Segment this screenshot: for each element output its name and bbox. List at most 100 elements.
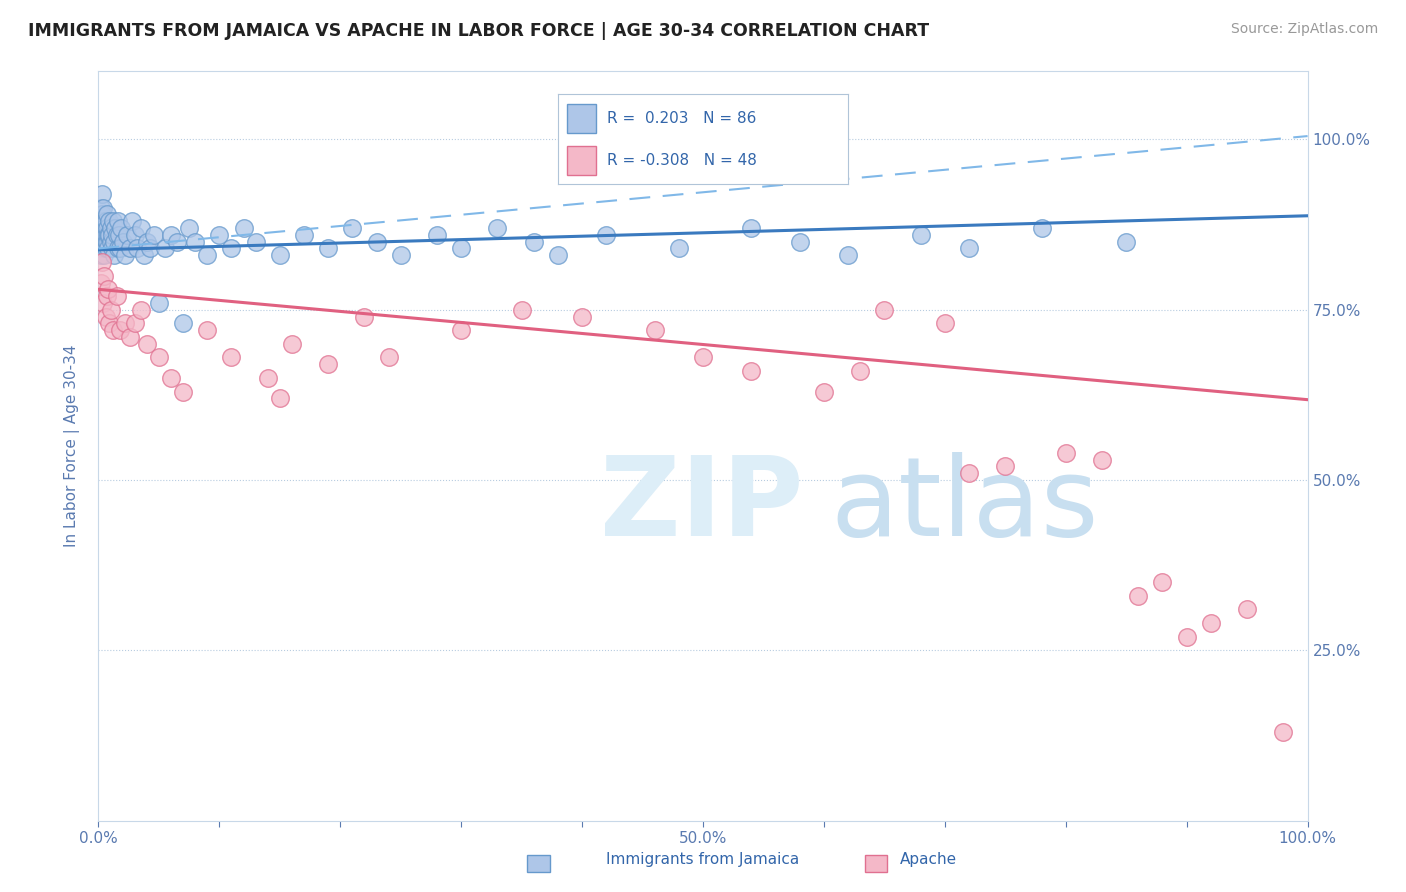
Point xyxy=(377,351,399,365)
Point xyxy=(114,248,136,262)
Point xyxy=(111,235,134,249)
Point xyxy=(195,248,218,262)
Point xyxy=(934,317,956,331)
Point xyxy=(108,227,131,242)
Point xyxy=(668,242,690,256)
Point xyxy=(153,242,176,256)
Point xyxy=(789,235,811,249)
Point xyxy=(957,242,980,256)
Point xyxy=(118,242,141,256)
Text: IMMIGRANTS FROM JAMAICA VS APACHE IN LABOR FORCE | AGE 30-34 CORRELATION CHART: IMMIGRANTS FROM JAMAICA VS APACHE IN LAB… xyxy=(28,22,929,40)
Point xyxy=(100,227,122,242)
Point xyxy=(353,310,375,324)
Point xyxy=(134,248,156,262)
Point xyxy=(195,323,218,337)
Point xyxy=(389,248,412,262)
Point xyxy=(91,242,114,256)
Text: ZIP: ZIP xyxy=(600,452,804,559)
Point xyxy=(837,248,859,262)
Point xyxy=(256,371,278,385)
Point xyxy=(100,242,122,256)
Point xyxy=(148,296,170,310)
Point xyxy=(160,371,183,385)
Text: Immigrants from Jamaica: Immigrants from Jamaica xyxy=(606,852,800,867)
Point xyxy=(124,227,146,242)
Point xyxy=(148,351,170,365)
Point xyxy=(108,242,131,256)
Point xyxy=(849,364,872,378)
Point xyxy=(91,235,114,249)
Point xyxy=(486,221,509,235)
Point xyxy=(91,207,114,221)
Point xyxy=(94,242,117,256)
Point xyxy=(100,235,122,249)
Point xyxy=(96,207,118,221)
Point xyxy=(595,227,617,242)
Text: Apache: Apache xyxy=(900,852,957,867)
Point xyxy=(89,227,111,242)
Point xyxy=(96,235,118,249)
Point xyxy=(366,235,388,249)
Point xyxy=(166,235,188,249)
Point xyxy=(184,235,207,249)
Point xyxy=(994,459,1017,474)
Point xyxy=(221,242,243,256)
Point xyxy=(208,227,231,242)
Point xyxy=(172,317,194,331)
Point xyxy=(135,336,157,351)
Point xyxy=(107,214,129,228)
Point xyxy=(108,323,131,337)
Point xyxy=(1091,452,1114,467)
Point xyxy=(90,248,112,262)
Point xyxy=(1236,602,1258,616)
Point xyxy=(129,221,152,235)
Point xyxy=(143,227,166,242)
Point xyxy=(342,221,364,235)
Point xyxy=(740,364,762,378)
Point xyxy=(97,242,120,256)
Point xyxy=(104,221,127,235)
Point xyxy=(269,392,291,406)
Point xyxy=(90,276,112,290)
Point xyxy=(105,227,128,242)
Point xyxy=(100,302,122,317)
Point xyxy=(96,221,118,235)
Text: atlas: atlas xyxy=(830,452,1098,559)
Point xyxy=(118,330,141,344)
Point xyxy=(117,227,139,242)
Point xyxy=(139,242,162,256)
Point xyxy=(97,227,120,242)
Point xyxy=(101,323,124,337)
Point xyxy=(269,248,291,262)
Point xyxy=(1115,235,1137,249)
Point xyxy=(91,201,114,215)
Point xyxy=(1272,725,1295,739)
Point xyxy=(450,242,472,256)
Y-axis label: In Labor Force | Age 30-34: In Labor Force | Age 30-34 xyxy=(65,344,80,548)
Point xyxy=(93,268,115,283)
Point xyxy=(114,317,136,331)
Point xyxy=(91,296,114,310)
Point xyxy=(107,242,129,256)
Point xyxy=(316,357,339,371)
Point xyxy=(1175,630,1198,644)
Point xyxy=(292,227,315,242)
Point xyxy=(160,227,183,242)
Point xyxy=(873,302,896,317)
Point xyxy=(103,248,125,262)
Point xyxy=(135,235,157,249)
Point xyxy=(98,317,121,331)
Point xyxy=(94,227,117,242)
Point xyxy=(692,351,714,365)
Point xyxy=(450,323,472,337)
Point xyxy=(221,351,243,365)
Point xyxy=(90,221,112,235)
Point xyxy=(644,323,666,337)
Point xyxy=(105,289,128,303)
Point xyxy=(91,186,114,201)
Point xyxy=(957,467,980,481)
Point xyxy=(91,255,114,269)
Point xyxy=(127,242,149,256)
Point xyxy=(1152,575,1174,590)
Point xyxy=(96,289,118,303)
